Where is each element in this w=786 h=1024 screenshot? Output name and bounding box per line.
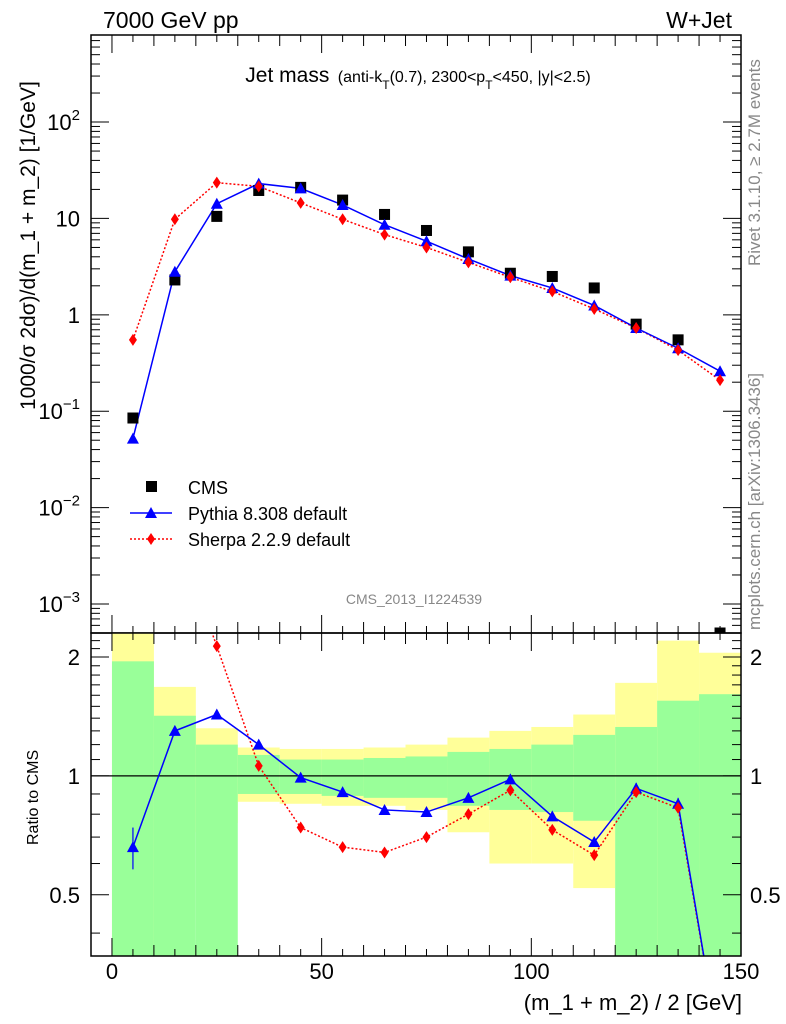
pythia-point: [420, 235, 433, 247]
sherpa-ratio-point: [464, 808, 473, 821]
x-axis-label: (m_1 + m_2) / 2 [GeV]: [524, 990, 742, 1015]
sherpa-point: [338, 213, 347, 226]
legend-label-cms: CMS: [188, 478, 228, 498]
uncertainty-band-green: [363, 757, 406, 798]
sherpa-ratio-line: [211, 633, 705, 956]
sherpa-point: [590, 302, 599, 315]
y-tick-label: 1: [68, 303, 80, 328]
sherpa-point: [212, 176, 221, 189]
mcplots-label: mcplots.cern.ch [arXiv:1306.3436]: [745, 373, 764, 630]
legend: CMS Pythia 8.308 default Sherpa 2.2.9 de…: [130, 478, 350, 550]
sherpa-ratio-point: [296, 821, 305, 834]
sherpa-ratio-point: [674, 801, 683, 814]
x-tick-label: 150: [723, 959, 760, 984]
rivet-version-label: Rivet 3.1.10, ≥ 2.7M events: [745, 59, 764, 266]
chart-title-main: Jet mass: [245, 64, 329, 87]
uncertainty-band-green: [699, 694, 741, 956]
x-tick-label: 50: [309, 959, 333, 984]
uncertainty-band-green: [615, 726, 658, 956]
pythia-point: [378, 218, 391, 230]
sherpa-point: [464, 256, 473, 269]
ratio-tick-label: 1: [750, 764, 762, 789]
pythia-ratio-point: [378, 803, 391, 815]
sherpa-point: [506, 271, 515, 284]
cms-point: [672, 334, 684, 346]
pythia-ratio-point: [462, 791, 475, 803]
cms-point: [462, 246, 474, 258]
cms-point: [127, 412, 139, 424]
sherpa-ratio-point: [338, 841, 347, 854]
sherpa-point: [254, 180, 263, 193]
legend-label-pythia: Pythia 8.308 default: [188, 504, 347, 524]
sherpa-ratio-point: [380, 846, 389, 859]
ratio-tick-label: 0.5: [750, 883, 781, 908]
pythia-point: [294, 182, 307, 194]
sherpa-point: [674, 344, 683, 357]
ratio-tick-label: 2: [68, 645, 80, 670]
ratio-panel: 0 50 100 150 0.5 0.5 1 1 2 2: [49, 632, 781, 984]
sherpa-point: [548, 285, 557, 298]
sherpa-point: [380, 228, 389, 241]
ratio-tick-label: 1: [68, 764, 80, 789]
sherpa-ratio-point: [212, 640, 221, 653]
uncertainty-band-green: [195, 744, 238, 956]
cms-point: [420, 224, 432, 236]
uncertainty-band-green: [153, 715, 196, 956]
ratio-axis-label: Ratio to CMS: [25, 750, 42, 845]
x-tick-label: 100: [513, 959, 550, 984]
pythia-ratio-point: [336, 786, 349, 798]
y-axis-label: 1000/σ 2dσ)/d(m_1 + m_2) [1/GeV]: [17, 81, 40, 410]
pythia-ratio-point: [420, 806, 433, 818]
legend-marker-cms: [146, 481, 157, 492]
pythia-ratio-point: [294, 771, 307, 783]
legend-marker-pythia: [145, 507, 157, 518]
x-tick-label: 0: [106, 959, 118, 984]
sherpa-point: [296, 196, 305, 209]
sherpa-ratio-point: [590, 849, 599, 862]
cms-point: [588, 282, 600, 294]
sherpa-ratio-point: [632, 786, 641, 799]
pythia-point: [126, 432, 139, 444]
pythia-point: [714, 365, 727, 377]
cms-point: [211, 210, 223, 222]
uncertainty-band-green: [531, 744, 574, 813]
y-tick-label: 10: [56, 206, 80, 231]
sherpa-ratio-point: [422, 831, 431, 844]
pythia-ratio-point: [210, 708, 223, 720]
legend-marker-sherpa: [147, 533, 155, 545]
sherpa-point: [170, 213, 179, 226]
sherpa-ratio-point: [506, 784, 515, 797]
pythia-ratio-point: [546, 810, 559, 822]
uncertainty-band-green: [657, 700, 700, 956]
cms-point: [379, 208, 391, 220]
cms-point: [546, 270, 558, 282]
sherpa-point: [632, 321, 641, 334]
ratio-tick-label: 0.5: [49, 883, 80, 908]
pythia-ratio-point: [126, 841, 139, 853]
pythia-point: [336, 198, 349, 210]
process-label: W+Jet: [666, 7, 732, 33]
sherpa-point: [422, 241, 431, 254]
watermark: CMS_2013_I1224539: [346, 591, 482, 607]
pythia-ratio-point: [252, 738, 265, 750]
uncertainty-band-green: [405, 756, 448, 798]
sherpa-ratio-point: [548, 823, 557, 836]
sherpa-point: [128, 333, 137, 346]
energy-label: 7000 GeV pp: [103, 7, 239, 33]
pythia-ratio-point: [504, 773, 517, 785]
legend-label-sherpa: Sherpa 2.2.9 default: [188, 530, 350, 550]
cms-point: [169, 274, 181, 286]
uncertainty-band-green: [573, 734, 616, 821]
sherpa-point: [716, 374, 725, 387]
sherpa-ratio-point: [254, 759, 263, 772]
ratio-tick-label: 2: [750, 645, 762, 670]
pythia-ratio-point: [168, 724, 181, 736]
pythia-point: [168, 265, 181, 277]
pythia-ratio-point: [588, 836, 601, 848]
pythia-point: [210, 197, 223, 209]
